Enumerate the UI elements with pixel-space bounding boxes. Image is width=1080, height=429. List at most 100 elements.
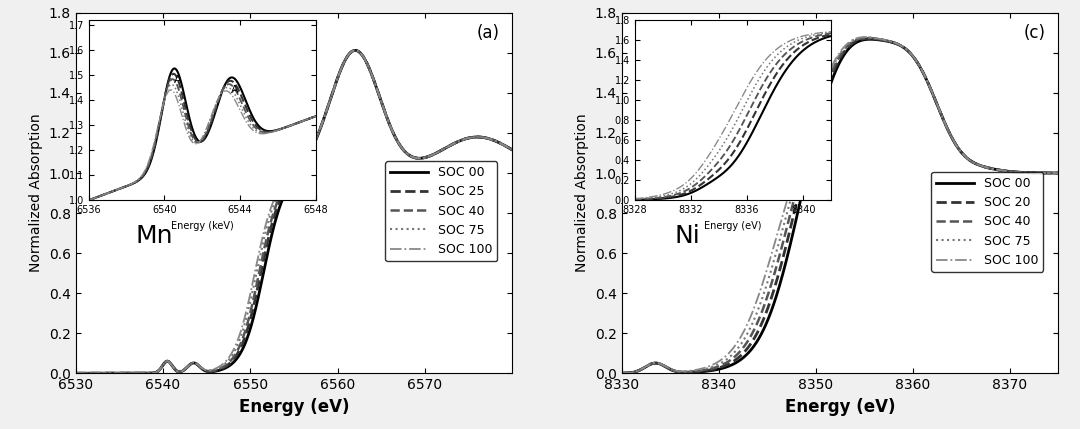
SOC 00 <box>1039 170 1052 175</box>
Legend: SOC 00, SOC 25, SOC 40, SOC 75, SOC 100: SOC 00, SOC 25, SOC 40, SOC 75, SOC 100 <box>386 161 498 261</box>
SOC 00 <box>69 371 82 376</box>
SOC 00 <box>864 36 877 42</box>
SOC 00 <box>959 154 972 160</box>
SOC 25 <box>69 371 82 376</box>
SOC 75 <box>270 196 283 201</box>
SOC 20 <box>1039 170 1052 175</box>
SOC 25 <box>414 156 427 161</box>
SOC 00 <box>282 185 295 190</box>
SOC 100 <box>282 175 295 181</box>
SOC 100 <box>414 156 427 161</box>
SOC 75 <box>959 154 972 160</box>
SOC 100 <box>505 147 518 152</box>
Text: (c): (c) <box>1023 24 1045 42</box>
SOC 100 <box>349 48 362 53</box>
SOC 20 <box>616 371 629 376</box>
Text: (a): (a) <box>476 24 499 42</box>
SOC 25 <box>270 206 283 211</box>
SOC 00 <box>1039 170 1052 175</box>
SOC 00 <box>505 147 518 152</box>
SOC 100 <box>827 59 840 64</box>
SOC 00 <box>349 48 362 53</box>
SOC 75 <box>815 89 828 94</box>
SOC 100 <box>815 85 828 91</box>
SOC 75 <box>69 371 82 376</box>
SOC 40 <box>637 366 650 371</box>
SOC 40 <box>282 179 295 184</box>
SOC 25 <box>494 140 507 145</box>
SOC 00 <box>92 371 105 376</box>
SOC 00 <box>827 73 840 78</box>
SOC 25 <box>282 181 295 187</box>
SOC 100 <box>1039 170 1052 175</box>
SOC 40 <box>861 35 874 40</box>
Line: SOC 100: SOC 100 <box>622 37 1058 373</box>
SOC 75 <box>414 156 427 161</box>
SOC 75 <box>827 61 840 66</box>
SOC 40 <box>1052 170 1065 175</box>
SOC 75 <box>494 140 507 145</box>
Line: SOC 100: SOC 100 <box>76 50 512 373</box>
SOC 00 <box>1052 170 1065 175</box>
Line: SOC 40: SOC 40 <box>622 38 1058 373</box>
SOC 75 <box>860 35 873 40</box>
Text: Mn: Mn <box>135 224 173 248</box>
Line: SOC 75: SOC 75 <box>622 37 1058 373</box>
X-axis label: Energy (eV): Energy (eV) <box>239 398 349 416</box>
Legend: SOC 00, SOC 20, SOC 40, SOC 75, SOC 100: SOC 00, SOC 20, SOC 40, SOC 75, SOC 100 <box>931 172 1043 272</box>
SOC 40 <box>1039 170 1052 175</box>
SOC 40 <box>1039 170 1052 175</box>
SOC 75 <box>1039 170 1052 175</box>
SOC 75 <box>616 371 629 376</box>
SOC 20 <box>1052 170 1065 175</box>
Line: SOC 25: SOC 25 <box>76 50 512 373</box>
Text: Ni: Ni <box>674 224 700 248</box>
Line: SOC 20: SOC 20 <box>622 39 1058 373</box>
SOC 100 <box>494 140 507 145</box>
SOC 75 <box>637 365 650 370</box>
SOC 100 <box>270 192 283 197</box>
Y-axis label: Normalized Absorption: Normalized Absorption <box>29 114 43 272</box>
SOC 20 <box>862 36 875 41</box>
SOC 40 <box>959 154 972 160</box>
SOC 40 <box>505 147 518 152</box>
SOC 100 <box>69 371 82 376</box>
SOC 25 <box>92 371 105 376</box>
SOC 00 <box>414 156 427 161</box>
SOC 40 <box>827 64 840 69</box>
SOC 20 <box>959 154 972 160</box>
SOC 40 <box>494 140 507 145</box>
SOC 75 <box>494 140 507 145</box>
SOC 100 <box>92 371 105 376</box>
SOC 75 <box>1039 170 1052 175</box>
SOC 40 <box>616 371 629 376</box>
Line: SOC 75: SOC 75 <box>76 50 512 373</box>
SOC 75 <box>505 147 518 152</box>
Y-axis label: Normalized Absorption: Normalized Absorption <box>575 114 589 272</box>
SOC 25 <box>505 147 518 152</box>
SOC 00 <box>637 366 650 371</box>
SOC 100 <box>637 365 650 370</box>
SOC 25 <box>349 48 362 53</box>
SOC 20 <box>1039 170 1052 175</box>
SOC 00 <box>494 140 507 145</box>
SOC 40 <box>349 48 362 53</box>
SOC 20 <box>637 366 650 371</box>
SOC 75 <box>349 48 362 53</box>
SOC 20 <box>827 68 840 73</box>
SOC 00 <box>494 140 507 145</box>
SOC 00 <box>270 214 283 220</box>
SOC 00 <box>815 107 828 112</box>
SOC 00 <box>616 371 629 376</box>
Line: SOC 00: SOC 00 <box>76 50 512 373</box>
SOC 100 <box>959 154 972 160</box>
Line: SOC 00: SOC 00 <box>622 39 1058 373</box>
SOC 100 <box>1039 170 1052 175</box>
SOC 100 <box>616 371 629 376</box>
SOC 75 <box>92 371 105 376</box>
SOC 25 <box>494 140 507 145</box>
SOC 75 <box>282 177 295 182</box>
Line: SOC 40: SOC 40 <box>76 50 512 373</box>
X-axis label: Energy (eV): Energy (eV) <box>785 398 895 416</box>
SOC 20 <box>815 100 828 105</box>
